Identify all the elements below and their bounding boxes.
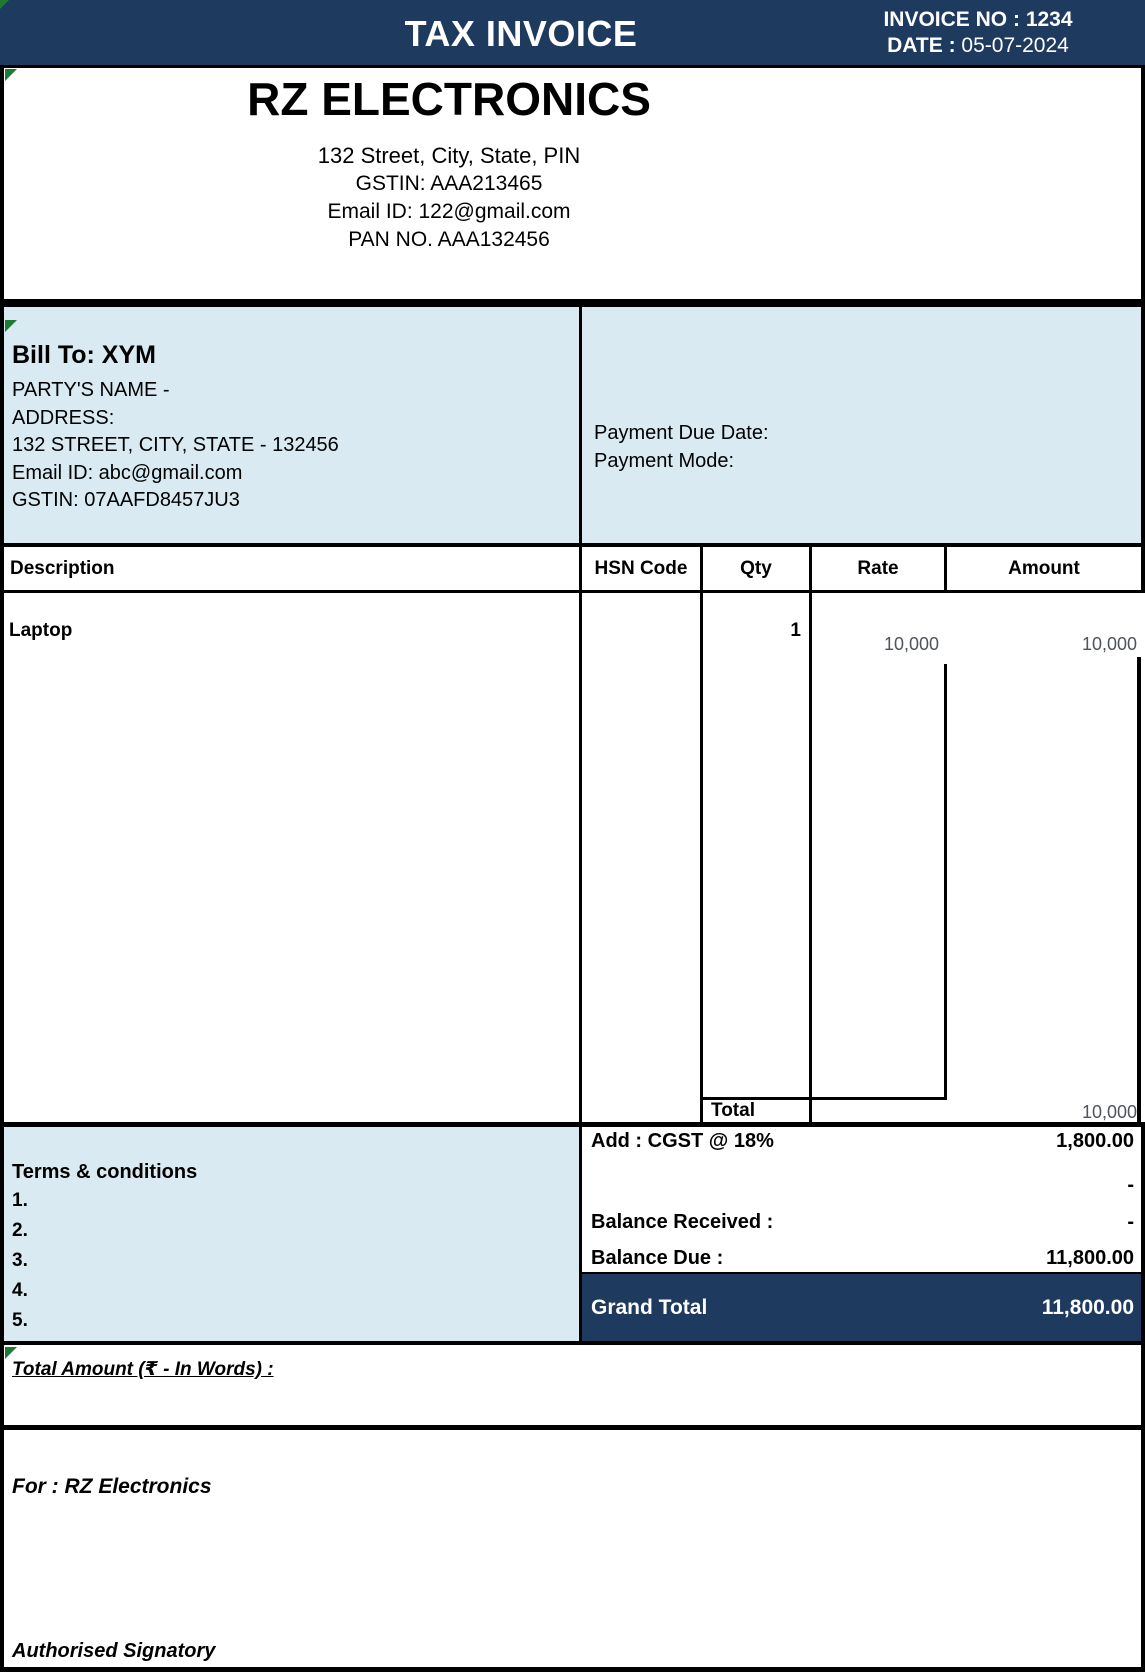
balance-due-row: Balance Due : 11,800.00 [582,1247,1141,1271]
payment-mode-label: Payment Mode: [594,450,735,472]
balance-received-value: - [1127,1211,1134,1233]
item-description: Laptop [9,620,73,641]
blank-tax-value: - [1127,1174,1134,1196]
for-company-label: For : RZ Electronics [12,1475,212,1498]
header-bar: TAX INVOICE INVOICE NO : 1234 DATE : 05-… [0,0,1145,68]
balance-due-label: Balance Due : [591,1247,724,1269]
bill-to-address-label: ADDRESS: [12,406,115,429]
column-header-rate: Rate [812,547,947,590]
blank-tax-row: - [582,1174,1141,1198]
grand-total-bar: Grand Total 11,800.00 [582,1272,1141,1345]
bill-to-cell: Bill To: XYM PARTY'S NAME - ADDRESS: 132… [4,307,582,543]
signature-section: For : RZ Electronics Authorised Signator… [0,1430,1145,1672]
payment-cell: Payment Due Date: Payment Mode: [585,307,1141,543]
grand-total-value: 11,800.00 [1041,1295,1134,1319]
bill-to-heading: Bill To: XYM [12,341,156,369]
item-rate: 10,000 [883,634,939,654]
cell-marker-icon [5,320,17,332]
totals-panel: Add : CGST @ 18% 1,800.00 - Balance Rece… [582,1127,1145,1345]
bill-to-party: PARTY'S NAME - [12,379,170,401]
balance-received-label: Balance Received : [591,1211,774,1233]
bill-to-address: 132 STREET, CITY, STATE - 132456 [12,434,339,456]
billing-section: Bill To: XYM PARTY'S NAME - ADDRESS: 132… [0,303,1145,547]
cell-marker-icon [0,0,9,9]
terms-heading: Terms & conditions [12,1161,198,1183]
cell-marker-icon [5,1347,17,1359]
invoice-date-label: DATE : [887,34,956,57]
column-header-hsn-code: HSN Code [582,547,703,590]
invoice-date-value: 05-07-2024 [961,34,1069,57]
cgst-label: Add : CGST @ 18% [591,1130,774,1152]
invoice-date-line: DATE : 05-07-2024 [872,33,1084,59]
items-table-header: Description HSN Code Qty Rate Amount [0,547,1145,593]
column-divider [579,593,582,1122]
company-info: RZ ELECTRONICS 132 Street, City, State, … [4,74,894,254]
cgst-row: Add : CGST @ 18% 1,800.00 [582,1130,1141,1154]
invoice-number-line: INVOICE NO : 1234 [872,7,1084,33]
invoice-meta: INVOICE NO : 1234 DATE : 05-07-2024 [872,7,1084,59]
cell-marker-icon [5,69,17,81]
table-right-border [1137,657,1141,1122]
column-header-description: Description [4,547,582,590]
total-row-top-border [700,1097,947,1100]
company-gstin: GSTIN: AAA213465 [355,172,543,195]
bill-to-gstin: GSTIN: 07AAFD8457JU3 [12,489,240,511]
grand-total-label: Grand Total [591,1295,708,1319]
item-amount: 10,000 [1081,634,1137,654]
total-label: Total [711,1100,755,1121]
company-address: 132 Street, City, State, PIN [317,143,581,168]
terms-item-2: 2. [12,1220,28,1241]
payment-due-date-label: Payment Due Date: [594,422,769,444]
company-header: RZ ELECTRONICS 132 Street, City, State, … [0,68,1145,303]
company-email: Email ID: 122@gmail.com [327,200,571,223]
items-table-body: Laptop 1 10,000 10,000 Total 10,000 [0,593,1145,1127]
authorised-signatory-label: Authorised Signatory [12,1640,216,1662]
column-divider [809,593,812,1122]
bill-to-email: Email ID: abc@gmail.com [12,461,243,484]
invoice-number-label: INVOICE NO : [883,8,1020,31]
column-header-qty: Qty [703,547,812,590]
cgst-value: 1,800.00 [1056,1130,1134,1152]
amount-in-words-section: Total Amount (₹ - In Words) : [0,1345,1145,1430]
terms-item-5: 5. [12,1310,28,1331]
terms-item-3: 3. [12,1250,28,1271]
item-qty: 1 [790,620,801,641]
balance-received-row: Balance Received : - [582,1211,1141,1235]
column-divider [700,593,703,1122]
total-amount: 10,000 [1081,1102,1137,1122]
column-divider [944,664,947,1097]
amount-in-words-label: Total Amount (₹ - In Words) : [12,1359,274,1380]
company-pan: PAN NO. AAA132456 [348,228,550,251]
column-header-amount: Amount [1008,557,1080,579]
terms-item-4: 4. [12,1280,28,1301]
terms-box: Terms & conditions 1. 2. 3. 4. 5. [0,1127,582,1345]
terms-item-1: 1. [12,1190,28,1211]
invoice-number-value: 1234 [1025,8,1073,31]
company-name: RZ ELECTRONICS [247,73,651,125]
balance-due-value: 11,800.00 [1046,1247,1134,1269]
page-title: TAX INVOICE [404,13,638,54]
